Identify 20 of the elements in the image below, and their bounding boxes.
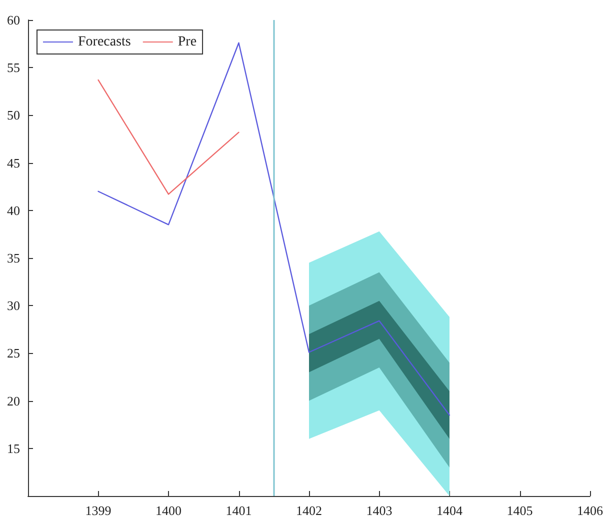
y-tick-label: 35 (7, 250, 20, 266)
x-tick-label: 1403 (366, 503, 392, 517)
y-tick-label: 40 (7, 202, 20, 218)
x-tick-label: 1399 (85, 503, 112, 517)
y-tick-label: 45 (7, 155, 20, 170)
x-tick-label: 1402 (296, 503, 322, 517)
legend-label: Forecasts (78, 34, 131, 50)
x-tick-label: 1405 (506, 503, 533, 517)
y-tick-label: 30 (7, 298, 20, 314)
x-tick-label: 1400 (156, 503, 182, 517)
y-tick-label: 15 (7, 440, 20, 456)
x-tick-label: 1406 (577, 503, 604, 517)
x-tick-label: 1401 (226, 503, 252, 517)
y-tick-label: 60 (7, 12, 20, 28)
y-tick-label: 20 (7, 393, 20, 408)
y-tick-label: 25 (7, 346, 20, 361)
y-tick-label: 55 (7, 60, 20, 76)
x-tick-label: 1404 (436, 503, 463, 517)
y-tick-label: 50 (7, 108, 20, 123)
legend-label: Pre (178, 34, 197, 50)
